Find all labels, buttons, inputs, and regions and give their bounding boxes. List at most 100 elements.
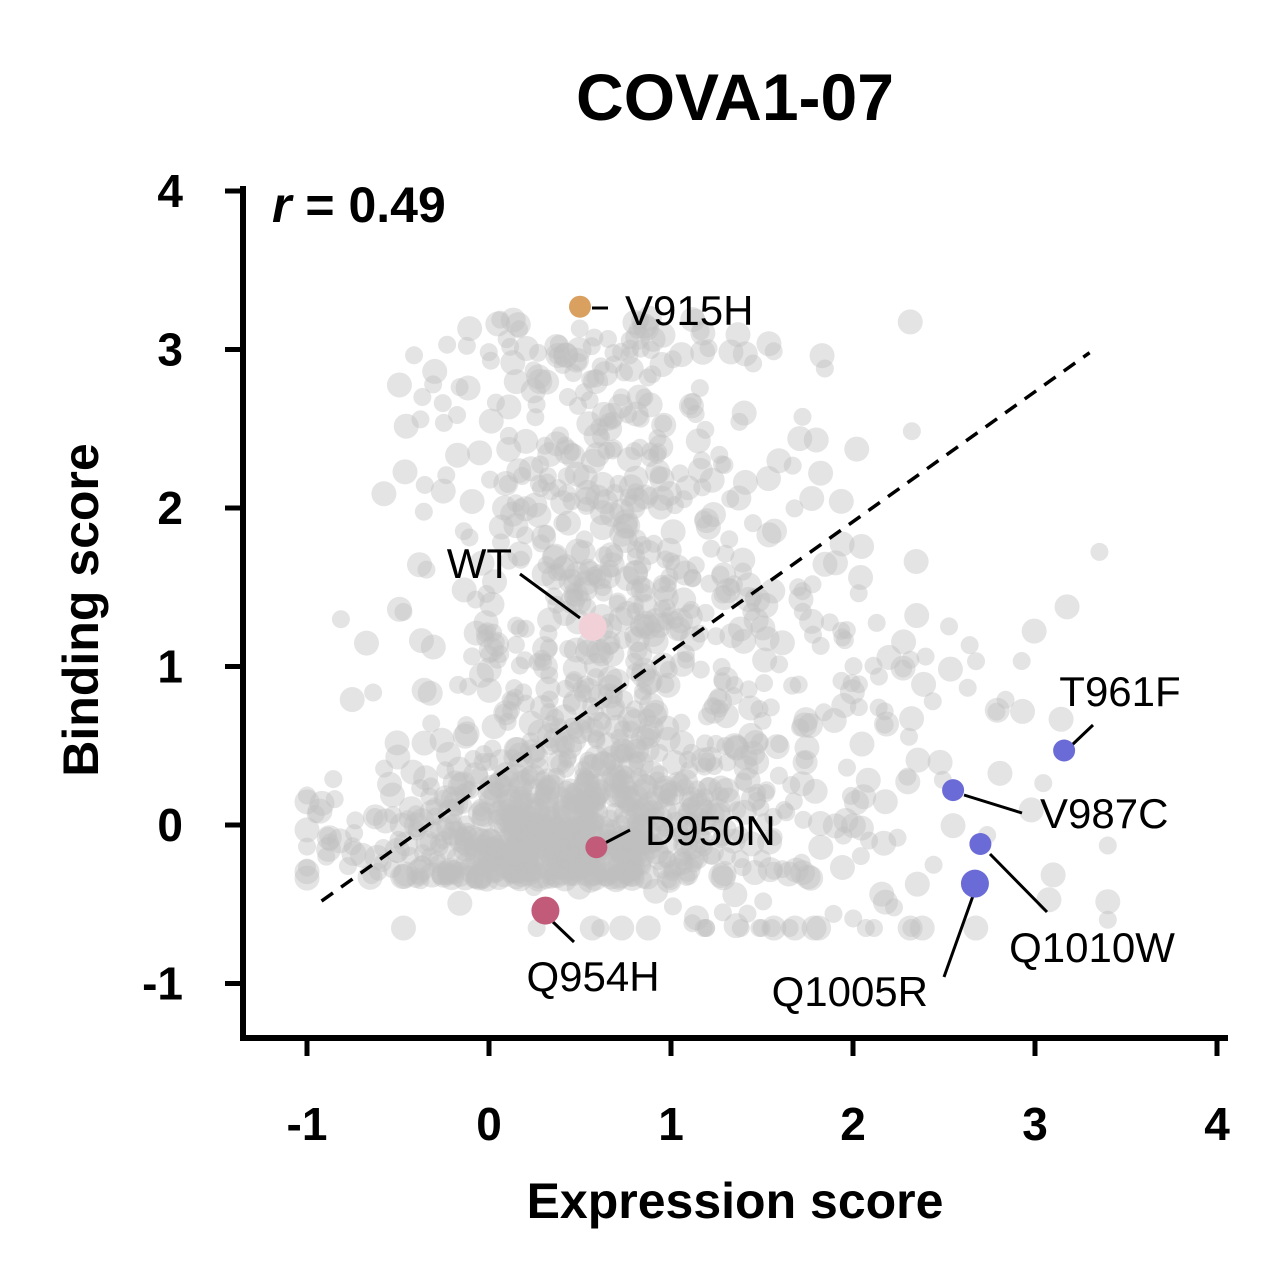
background-point (695, 798, 714, 817)
background-point (576, 855, 595, 874)
background-point (576, 677, 602, 703)
background-point (720, 530, 739, 549)
background-point (780, 919, 799, 938)
background-point (640, 326, 666, 352)
background-point (675, 856, 701, 882)
background-point (516, 861, 535, 880)
background-point (627, 641, 653, 667)
background-point (487, 808, 513, 834)
background-point (788, 586, 814, 612)
background-point (493, 762, 519, 788)
background-point (623, 784, 649, 810)
background-point (459, 825, 485, 851)
background-point (537, 524, 556, 543)
background-point (350, 842, 376, 868)
background-point (451, 577, 477, 603)
background-point (455, 375, 481, 401)
background-point (812, 551, 838, 577)
background-point (554, 819, 580, 845)
background-point (486, 834, 512, 860)
background-point (534, 835, 560, 861)
background-point (510, 619, 529, 638)
background-point (586, 638, 612, 664)
background-point (715, 456, 734, 475)
background-point (622, 309, 648, 335)
background-point (582, 697, 601, 716)
background-point (520, 816, 546, 842)
background-point (544, 833, 570, 859)
background-point (1054, 594, 1080, 620)
background-point (599, 823, 618, 842)
background-point (668, 850, 694, 876)
background-point (875, 715, 894, 734)
background-point (294, 817, 320, 843)
background-point (656, 675, 675, 694)
point-label: V987C (1040, 790, 1168, 837)
background-point (421, 777, 440, 796)
background-point (575, 383, 594, 402)
background-point (445, 442, 471, 468)
correlation-label: r = 0.49 (272, 177, 446, 233)
background-point (625, 579, 644, 598)
background-point (445, 860, 464, 879)
background-point (528, 653, 547, 672)
background-point (831, 693, 857, 719)
background-point (318, 826, 337, 845)
background-point (662, 750, 688, 776)
background-point (675, 475, 701, 501)
background-point (617, 766, 636, 785)
point-label: V915H (625, 287, 753, 334)
background-point (556, 759, 575, 778)
background-point (543, 727, 569, 753)
background-point (725, 676, 744, 695)
background-point (649, 485, 675, 511)
background-point (1098, 836, 1117, 855)
background-point (437, 466, 456, 485)
background-point (560, 786, 586, 812)
background-point (663, 897, 682, 916)
background-point (996, 690, 1015, 709)
background-point (641, 448, 660, 467)
background-point (711, 565, 730, 584)
background-point (574, 791, 600, 817)
background-point (407, 552, 433, 578)
background-point (960, 636, 979, 655)
background-point (794, 735, 820, 761)
background-point (686, 308, 705, 327)
background-point (682, 828, 701, 847)
background-point (744, 588, 763, 607)
background-point (520, 811, 546, 837)
background-point (577, 817, 596, 836)
background-point (569, 854, 595, 880)
background-point (718, 339, 744, 365)
background-point (388, 845, 407, 864)
background-point (605, 803, 624, 822)
background-point (614, 565, 640, 591)
background-point (639, 692, 665, 718)
background-point (535, 436, 554, 455)
background-point (565, 815, 584, 834)
background-point (564, 856, 590, 882)
background-point (640, 834, 659, 853)
background-point (505, 804, 531, 830)
background-point (612, 388, 631, 407)
background-point (872, 789, 898, 815)
background-point (1012, 652, 1031, 671)
background-point (552, 852, 571, 871)
background-point (626, 540, 645, 559)
background-point (550, 490, 576, 516)
background-point (618, 405, 637, 424)
background-point (672, 825, 691, 844)
x-tick-label: -1 (287, 1098, 328, 1150)
background-point (583, 781, 609, 807)
background-point (472, 845, 498, 871)
background-point (691, 826, 710, 845)
background-point (481, 351, 500, 370)
background-point (688, 780, 707, 799)
background-point (294, 859, 320, 885)
background-point (672, 713, 691, 732)
background-point (562, 492, 581, 511)
background-point (795, 751, 814, 770)
background-point (533, 649, 552, 668)
background-point (885, 898, 904, 917)
